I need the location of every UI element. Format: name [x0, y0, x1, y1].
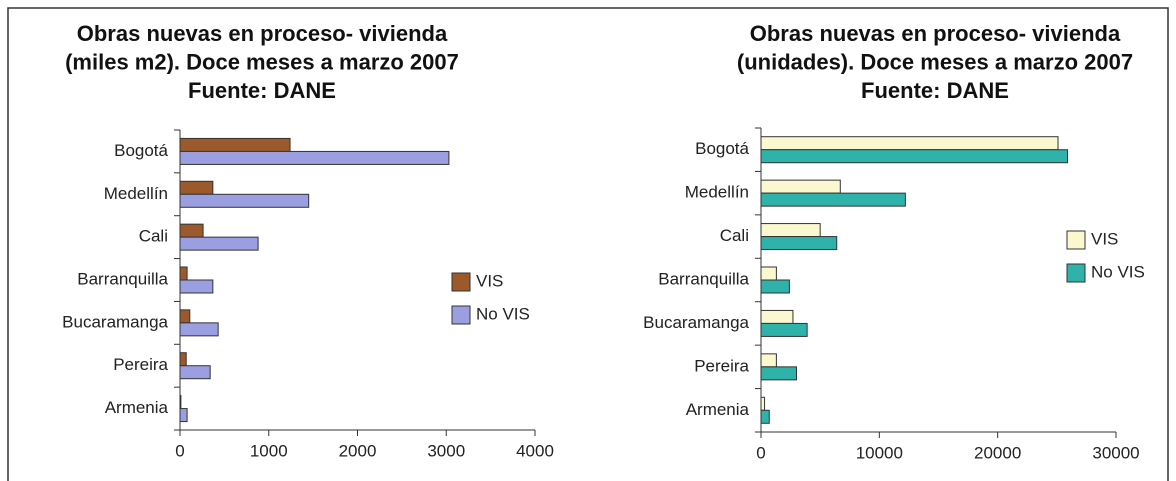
legend-label: No VIS: [476, 304, 530, 323]
y-tick-label: Armenia: [686, 400, 750, 419]
bar: [760, 322, 808, 337]
bar: [760, 366, 797, 381]
y-tick-label: Barranquilla: [77, 269, 168, 288]
legend-swatch: [1066, 263, 1086, 283]
y-tick-label: Bogotá: [114, 141, 168, 160]
bar: [179, 279, 214, 294]
bar: [179, 309, 191, 324]
y-tick-label: Bucaramanga: [62, 312, 168, 331]
y-tick-label: Barranquilla: [658, 269, 749, 288]
y-tick-label: Bucaramanga: [643, 313, 749, 332]
legend-label: No VIS: [1091, 262, 1145, 281]
bar: [179, 322, 219, 337]
y-tick-label: Medellín: [685, 183, 749, 202]
bar: [760, 192, 906, 207]
chart-title: Obras nuevas en proceso- vivienda: [750, 21, 1121, 46]
bar: [760, 236, 838, 251]
y-tick-label: Armenia: [105, 398, 169, 417]
legend-label: VIS: [476, 271, 503, 290]
bar: [760, 396, 766, 411]
bar: [760, 353, 777, 368]
bar: [179, 266, 188, 281]
bar: [179, 193, 310, 208]
legend-swatch: [451, 305, 471, 325]
bar: [179, 408, 188, 423]
bar: [179, 236, 259, 251]
frame: [7, 7, 1169, 481]
chart-title: (unidades). Doce meses a marzo 2007: [737, 49, 1133, 74]
bar: [760, 279, 790, 294]
bar: [179, 395, 182, 410]
x-tick-label: 30000: [1092, 443, 1139, 462]
y-tick-label: Pereira: [113, 355, 168, 374]
y-tick-label: Medellín: [104, 184, 168, 203]
chart-title: Obras nuevas en proceso- vivienda: [77, 21, 448, 46]
legend-swatch: [451, 272, 471, 292]
bar: [760, 179, 841, 194]
bar: [760, 136, 1059, 151]
bar: [179, 137, 291, 152]
bar: [179, 180, 214, 195]
x-tick-label: 10000: [856, 443, 903, 462]
x-tick-label: 1000: [250, 441, 288, 460]
chart-title: Fuente: DANE: [861, 78, 1009, 103]
x-tick-label: 2000: [339, 441, 377, 460]
bar: [179, 365, 211, 380]
chart-title: (miles m2). Doce meses a marzo 2007: [65, 49, 459, 74]
legend-swatch: [1066, 230, 1086, 250]
bar: [760, 266, 777, 281]
y-tick-label: Cali: [139, 227, 168, 246]
y-tick-label: Pereira: [694, 356, 749, 375]
x-tick-label: 0: [175, 441, 184, 460]
x-tick-label: 0: [756, 443, 765, 462]
x-tick-label: 4000: [516, 441, 554, 460]
y-tick-label: Cali: [720, 226, 749, 245]
legend-label: VIS: [1091, 229, 1118, 248]
bar: [760, 309, 794, 324]
bar: [179, 223, 204, 238]
x-tick-label: 3000: [427, 441, 465, 460]
bar: [760, 409, 770, 424]
x-tick-label: 20000: [974, 443, 1021, 462]
y-tick-label: Bogotá: [695, 139, 749, 158]
bar: [179, 150, 450, 165]
bar: [179, 352, 187, 367]
bar: [760, 149, 1068, 164]
bar: [760, 223, 821, 238]
chart-title: Fuente: DANE: [188, 78, 336, 103]
